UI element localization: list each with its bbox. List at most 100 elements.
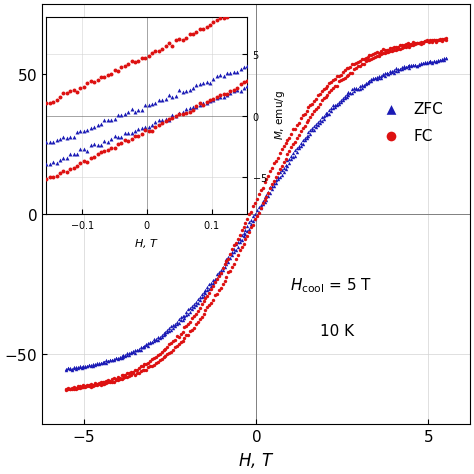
Point xyxy=(106,378,114,386)
Point xyxy=(249,217,257,225)
Point xyxy=(289,140,297,147)
Point xyxy=(326,89,333,96)
Point xyxy=(400,41,408,48)
Point xyxy=(110,374,118,382)
Point xyxy=(137,346,145,354)
Point xyxy=(112,375,119,383)
Point xyxy=(303,134,310,142)
Point xyxy=(371,74,379,82)
Point xyxy=(171,336,179,344)
Point xyxy=(137,367,145,374)
Point xyxy=(333,101,341,109)
Point xyxy=(428,58,436,65)
Point xyxy=(171,320,179,328)
Point xyxy=(257,201,264,209)
Point xyxy=(379,71,387,78)
Point xyxy=(186,304,194,312)
Point xyxy=(64,365,72,372)
Point xyxy=(266,183,274,191)
Point xyxy=(146,357,154,365)
Point xyxy=(167,349,175,356)
Point xyxy=(196,296,203,304)
Point xyxy=(283,150,291,158)
Point xyxy=(129,347,137,355)
Point xyxy=(100,358,108,366)
Point xyxy=(328,86,335,94)
Point xyxy=(305,103,312,110)
Point xyxy=(255,191,263,198)
Point xyxy=(305,132,312,140)
Point xyxy=(270,182,278,190)
Point xyxy=(434,36,442,44)
Point xyxy=(247,208,255,216)
Point xyxy=(156,356,164,364)
Point xyxy=(276,173,283,181)
Point xyxy=(242,230,249,238)
Point xyxy=(387,47,394,55)
Point xyxy=(415,40,423,47)
Point xyxy=(74,384,82,392)
Point xyxy=(85,361,93,369)
Point xyxy=(339,94,346,102)
Point xyxy=(299,140,307,148)
Point xyxy=(249,212,257,219)
Point xyxy=(309,110,316,118)
Point xyxy=(64,384,72,392)
Point xyxy=(358,55,365,63)
Point xyxy=(238,237,246,244)
Point xyxy=(377,47,385,55)
Point xyxy=(333,82,341,90)
Point xyxy=(280,168,287,176)
Point xyxy=(99,380,106,388)
Point xyxy=(80,363,87,370)
Point xyxy=(419,59,427,67)
Point xyxy=(70,363,78,371)
Point xyxy=(247,220,255,228)
Point xyxy=(184,310,192,318)
Point xyxy=(383,70,391,77)
Point xyxy=(143,366,150,374)
Point xyxy=(234,251,242,258)
Point xyxy=(230,241,238,249)
Point xyxy=(201,307,209,314)
Point xyxy=(387,44,394,52)
Point xyxy=(184,320,192,328)
Point xyxy=(413,39,421,47)
Point xyxy=(179,317,186,324)
Point xyxy=(194,318,201,326)
Point xyxy=(358,81,365,89)
Point xyxy=(430,57,438,65)
Point xyxy=(365,56,373,64)
Point xyxy=(78,383,85,391)
Point xyxy=(280,159,287,166)
Point xyxy=(154,333,162,341)
Point xyxy=(253,195,261,203)
Point xyxy=(394,43,402,51)
Point xyxy=(331,75,339,83)
Point xyxy=(129,348,137,356)
Point xyxy=(139,366,146,374)
Point xyxy=(177,330,184,337)
Point xyxy=(438,35,446,43)
Point xyxy=(283,156,291,164)
Point xyxy=(126,369,133,377)
Point xyxy=(375,73,383,80)
Point xyxy=(364,79,371,87)
Point xyxy=(76,363,83,371)
Point xyxy=(173,318,181,326)
Point xyxy=(331,82,339,90)
Point xyxy=(143,342,150,349)
Point xyxy=(145,359,152,367)
Point xyxy=(215,270,223,278)
Point xyxy=(110,378,118,385)
Point xyxy=(141,366,148,374)
Point xyxy=(213,291,221,298)
Point xyxy=(410,61,417,69)
Point xyxy=(146,338,154,346)
Point xyxy=(337,97,345,104)
Point xyxy=(343,72,350,79)
Point xyxy=(219,266,227,274)
Point xyxy=(345,71,352,78)
Point xyxy=(356,62,364,70)
Point xyxy=(78,364,85,372)
